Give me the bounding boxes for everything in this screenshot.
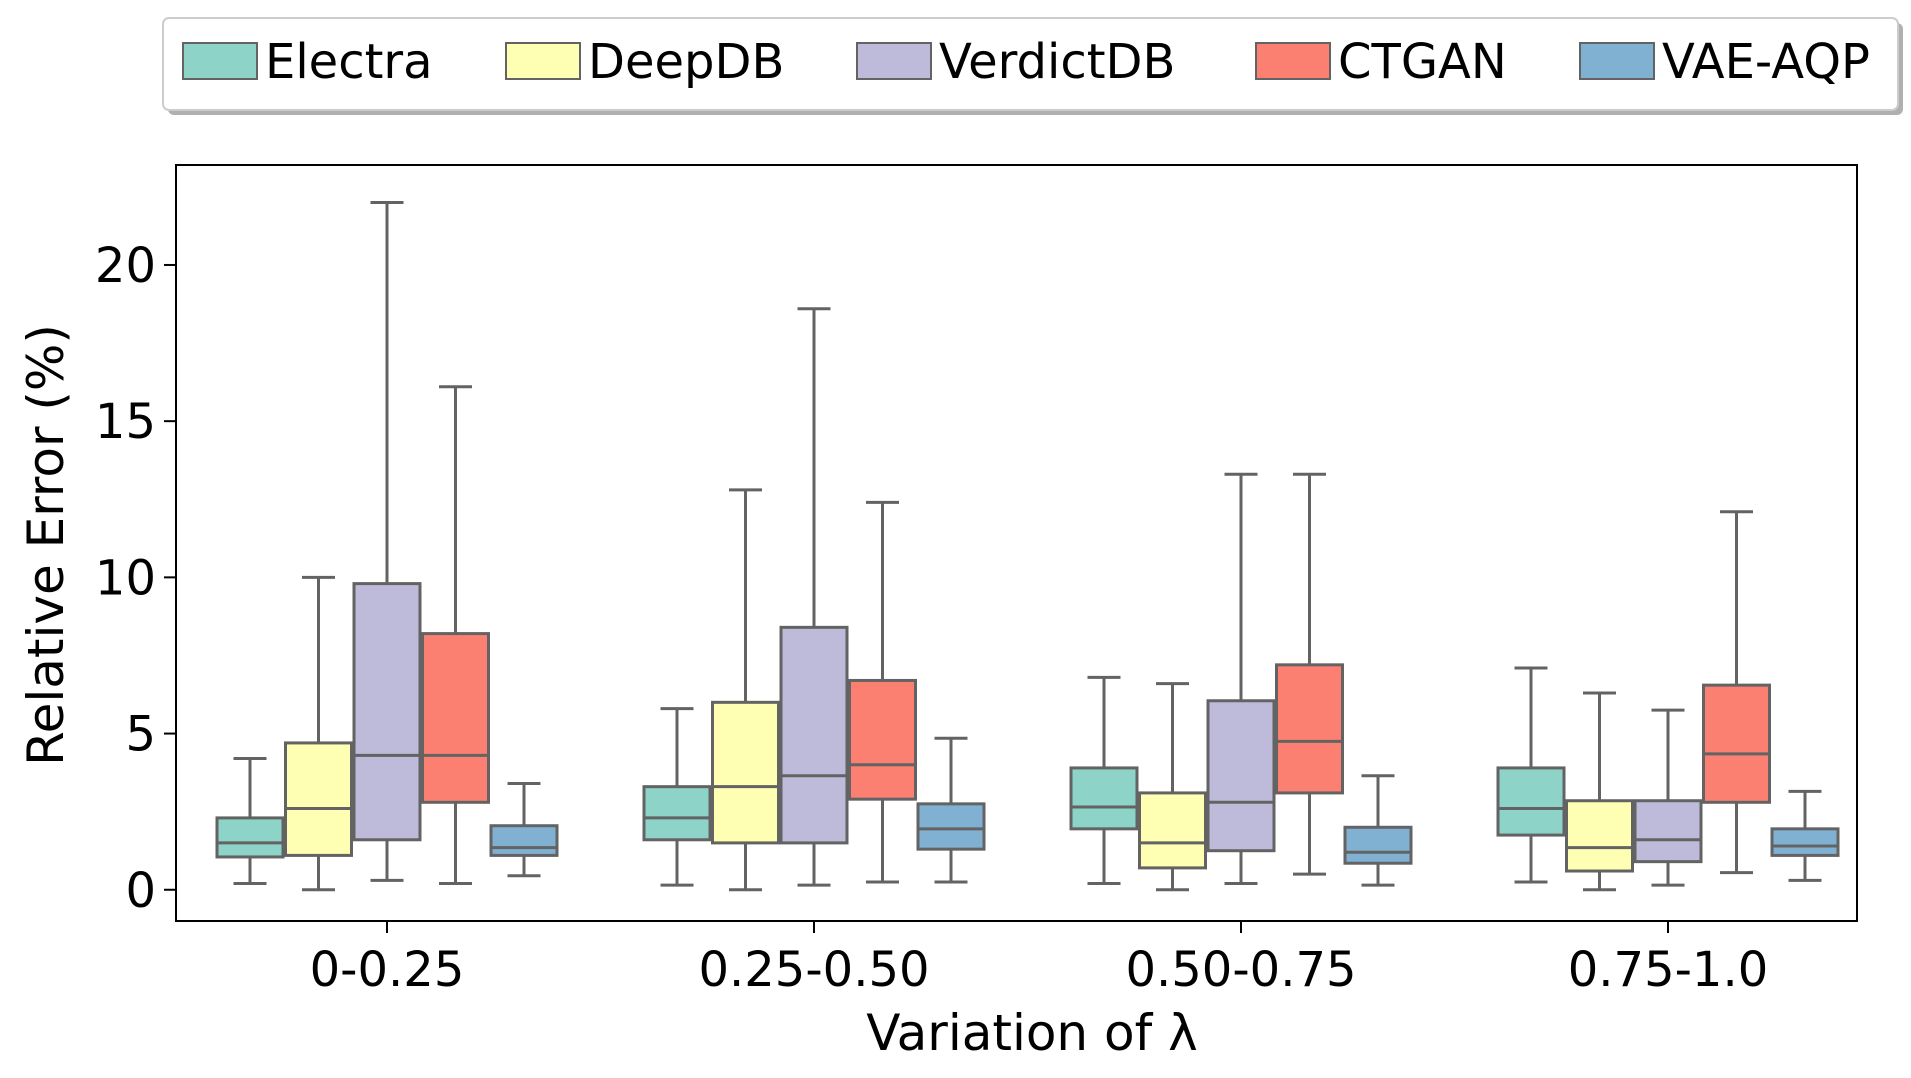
- box-electra-1: [642, 707, 712, 887]
- box-ctgan-2: [1275, 472, 1344, 876]
- box-vae-aqp-2: [1343, 774, 1413, 887]
- x-tick-label: 0.75-1.0: [1568, 942, 1769, 998]
- series-vae-aqp: [489, 736, 1840, 887]
- box-verdictdb-3: [1633, 708, 1703, 887]
- legend-item-ctgan: CTGAN: [1255, 34, 1507, 90]
- box-iqr: [642, 785, 712, 842]
- box-vae-aqp-0: [489, 782, 559, 878]
- box-iqr: [421, 632, 490, 804]
- y-tick-label: 0: [125, 863, 156, 919]
- box-verdictdb-2: [1206, 472, 1276, 886]
- legend-swatch: [182, 42, 258, 80]
- x-tick-label: 0.25-0.50: [698, 942, 929, 998]
- box-iqr: [1138, 791, 1207, 870]
- box-iqr: [489, 824, 559, 857]
- x-tick-label: 0-0.25: [310, 942, 465, 998]
- box-electra-0: [215, 757, 285, 886]
- box-iqr: [1496, 766, 1566, 837]
- box-vae-aqp-1: [916, 736, 986, 884]
- legend-frame: [162, 17, 1899, 111]
- box-iqr: [848, 678, 917, 801]
- box-deepdb-0: [284, 575, 353, 892]
- box-vae-aqp-3: [1770, 789, 1840, 882]
- box-ctgan-3: [1702, 510, 1771, 875]
- box-iqr: [1343, 825, 1413, 865]
- box-electra-2: [1069, 675, 1139, 886]
- box-series-group: [215, 200, 1840, 892]
- box-iqr: [1633, 799, 1703, 864]
- box-iqr: [215, 816, 285, 859]
- box-electra-3: [1496, 666, 1566, 884]
- box-iqr: [1069, 766, 1139, 831]
- series-ctgan: [421, 385, 1771, 886]
- plot-frame: [175, 164, 1858, 922]
- y-axis-label: Relative Error (%): [17, 324, 75, 766]
- legend-swatch: [1255, 42, 1331, 80]
- box-ctgan-1: [848, 500, 917, 884]
- box-deepdb-3: [1565, 691, 1634, 892]
- series-deepdb: [284, 488, 1634, 892]
- y-tick-label: 10: [95, 550, 156, 606]
- legend-item-vae-aqp: VAE-AQP: [1579, 34, 1870, 90]
- box-ctgan-0: [421, 385, 490, 886]
- legend-label: Electra: [265, 34, 433, 90]
- box-deepdb-2: [1138, 682, 1207, 892]
- box-deepdb-1: [711, 488, 780, 892]
- legend-item-deepdb: DeepDB: [505, 34, 784, 90]
- box-iqr: [711, 700, 780, 845]
- series-electra: [215, 666, 1566, 887]
- legend-label: CTGAN: [1338, 34, 1507, 90]
- y-tick-label: 5: [125, 707, 156, 763]
- legend-label: VerdictDB: [939, 34, 1175, 90]
- x-axis: 0-0.25 0.25-0.50 0.50-0.75 0.75-1.0: [310, 921, 1769, 998]
- legend-item-electra: Electra: [182, 34, 433, 90]
- box-iqr: [1702, 683, 1771, 804]
- legend-items: Electra DeepDB VerdictDB CTGAN VAE-AQP: [182, 34, 1870, 90]
- box-verdictdb-1: [779, 307, 849, 887]
- y-tick-label: 20: [95, 238, 156, 294]
- box-iqr: [1565, 799, 1634, 873]
- y-axis: 0 5 10 15 20: [95, 238, 176, 919]
- y-tick-label: 15: [95, 394, 156, 450]
- x-tick-label: 0.50-0.75: [1125, 942, 1356, 998]
- box-iqr: [1275, 663, 1344, 795]
- box-verdictdb-0: [352, 200, 422, 882]
- box-iqr: [779, 625, 849, 845]
- legend-label: VAE-AQP: [1662, 34, 1870, 90]
- legend-item-verdictdb: VerdictDB: [856, 34, 1175, 90]
- legend-swatch: [1579, 42, 1655, 80]
- series-verdictdb: [352, 200, 1703, 887]
- legend-swatch: [856, 42, 932, 80]
- legend-swatch: [505, 42, 581, 80]
- box-iqr: [916, 802, 986, 851]
- legend-label: DeepDB: [588, 34, 784, 90]
- box-iqr: [352, 582, 422, 842]
- box-iqr: [1206, 699, 1276, 853]
- box-iqr: [284, 741, 353, 857]
- box-iqr: [1770, 827, 1840, 857]
- legend: Electra DeepDB VerdictDB CTGAN VAE-AQP: [162, 17, 1903, 115]
- x-axis-label: Variation of λ: [866, 1004, 1197, 1062]
